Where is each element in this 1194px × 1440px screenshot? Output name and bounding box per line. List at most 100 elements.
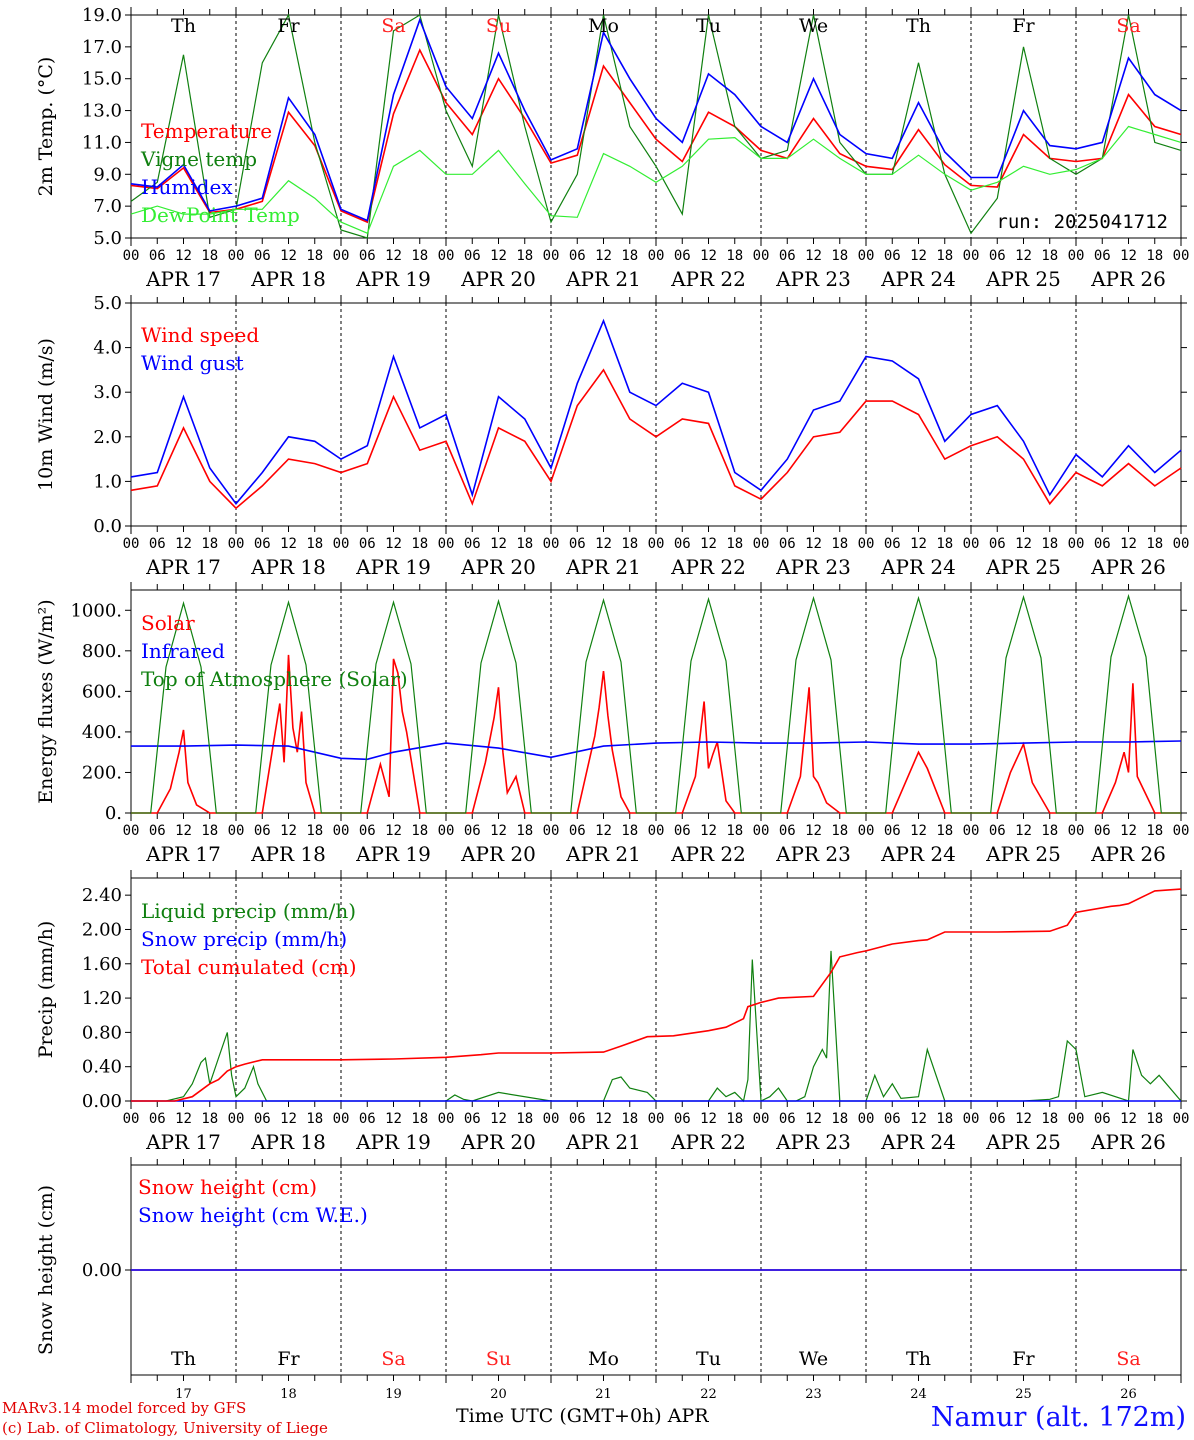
x-hour-label: 18 xyxy=(201,248,218,264)
x-hour-label: 18 xyxy=(1041,536,1058,552)
x-hour-label: 12 xyxy=(910,823,927,839)
x-hour-label: 18 xyxy=(201,823,218,839)
x-hour-label: 06 xyxy=(779,536,796,552)
y-tick-label: 3.0 xyxy=(93,382,122,403)
x-date-label: APR 25 xyxy=(985,267,1061,291)
x-hour-label: 00 xyxy=(228,536,245,552)
series-line-temperature xyxy=(130,48,1182,224)
weekday-label-bottom: Th xyxy=(906,1348,931,1370)
x-hour-label: 12 xyxy=(910,536,927,552)
y-tick-label: 1.0 xyxy=(93,471,122,492)
y-axis-label: 10m Wind (m/s) xyxy=(35,338,57,491)
x-hour-label: 18 xyxy=(1146,248,1163,264)
model-credit-line: MARv3.14 model forced by GFS xyxy=(2,1399,247,1417)
day-number-label: 22 xyxy=(700,1387,717,1402)
x-hour-label: 06 xyxy=(464,536,481,552)
x-date-label: APR 20 xyxy=(460,1130,536,1154)
x-date-label: APR 25 xyxy=(985,1130,1061,1154)
x-hour-label: 00 xyxy=(333,248,350,264)
y-tick-label: 1000. xyxy=(70,600,122,621)
y-tick-label: 800. xyxy=(82,641,122,662)
x-hour-label: 06 xyxy=(674,536,691,552)
weekday-label-top: Th xyxy=(906,15,931,37)
x-hour-label: 06 xyxy=(989,248,1006,264)
legend-entry: Wind gust xyxy=(141,351,244,375)
y-tick-label: 600. xyxy=(82,681,122,702)
weekday-label-top: Mo xyxy=(588,15,619,37)
x-date-label: APR 23 xyxy=(775,842,851,866)
x-hour-label: 12 xyxy=(490,823,507,839)
legend-entry: Temperature xyxy=(141,119,272,143)
y-tick-label: 0.00 xyxy=(82,1260,122,1281)
y-tick-label: 4.0 xyxy=(93,338,122,359)
x-hour-label: 12 xyxy=(910,248,927,264)
x-hour-label: 18 xyxy=(936,536,953,552)
x-hour-label: 18 xyxy=(1041,1111,1058,1127)
x-hour-label: 12 xyxy=(175,823,192,839)
x-date-label: APR 18 xyxy=(250,1130,326,1154)
y-tick-label: 17.0 xyxy=(82,37,122,58)
x-hour-label: 18 xyxy=(306,1111,323,1127)
x-hour-label: 12 xyxy=(700,823,717,839)
x-hour-label: 00 xyxy=(123,823,140,839)
x-hour-label: 18 xyxy=(306,536,323,552)
x-hour-label: 18 xyxy=(201,536,218,552)
x-hour-label: 18 xyxy=(936,248,953,264)
x-hour-label: 00 xyxy=(438,1111,455,1127)
x-hour-label: 00 xyxy=(123,536,140,552)
series-line-wind-gust xyxy=(130,318,1182,505)
x-hour-label: 00 xyxy=(333,823,350,839)
y-axis-label: 2m Temp. (°C) xyxy=(35,57,57,197)
x-hour-label: 06 xyxy=(674,823,691,839)
y-tick-label: 1.20 xyxy=(82,988,122,1009)
x-hour-label: 06 xyxy=(149,536,166,552)
x-date-label: APR 23 xyxy=(775,267,851,291)
x-hour-label: 12 xyxy=(700,1111,717,1127)
x-hour-label: 12 xyxy=(175,248,192,264)
series-line-infrared xyxy=(131,740,1182,761)
x-date-label: APR 21 xyxy=(565,555,641,579)
weekday-label-bottom: Fr xyxy=(1012,1348,1035,1370)
x-hour-label: 12 xyxy=(700,536,717,552)
y-tick-label: 15.0 xyxy=(82,69,122,90)
x-hour-label: 18 xyxy=(516,1111,533,1127)
x-hour-label: 06 xyxy=(254,248,271,264)
x-hour-label: 12 xyxy=(805,536,822,552)
series-line-top-of-atmosphere-solar- xyxy=(131,593,1181,814)
x-date-label: APR 18 xyxy=(250,555,326,579)
y-tick-label: 19.0 xyxy=(82,5,122,26)
day-number-label: 23 xyxy=(805,1387,822,1402)
x-hour-label: 06 xyxy=(359,823,376,839)
x-hour-label: 18 xyxy=(936,823,953,839)
y-axis-label: Energy fluxes (W/m²) xyxy=(35,599,57,803)
x-hour-label: 00 xyxy=(543,823,560,839)
day-number-label: 18 xyxy=(280,1387,297,1402)
x-hour-label: 00 xyxy=(963,1111,980,1127)
x-date-label: APR 19 xyxy=(355,842,431,866)
day-number-label: 20 xyxy=(490,1387,507,1402)
y-tick-label: 0.00 xyxy=(82,1091,122,1112)
x-hour-label: 06 xyxy=(674,1111,691,1127)
panel-frame xyxy=(130,589,1182,814)
x-hour-label: 00 xyxy=(963,823,980,839)
day-number-label: 19 xyxy=(385,1387,402,1402)
x-date-label: APR 22 xyxy=(670,267,746,291)
y-tick-label: 2.0 xyxy=(93,427,122,448)
x-date-label: APR 26 xyxy=(1090,267,1166,291)
x-hour-label: 00 xyxy=(858,248,875,264)
x-hour-label: 00 xyxy=(1068,1111,1085,1127)
run-label: run: 2025041712 xyxy=(996,211,1168,233)
x-date-label: APR 17 xyxy=(145,842,221,866)
x-hour-label: 18 xyxy=(621,536,638,552)
x-hour-label: 12 xyxy=(385,1111,402,1127)
x-hour-label: 06 xyxy=(1094,823,1111,839)
x-hour-label: 06 xyxy=(359,248,376,264)
x-hour-label: 06 xyxy=(779,823,796,839)
y-tick-label: 1.60 xyxy=(82,954,122,975)
x-hour-label: 18 xyxy=(516,536,533,552)
x-hour-label: 18 xyxy=(516,248,533,264)
legend-entry: Wind speed xyxy=(141,323,259,347)
x-hour-label: 00 xyxy=(228,1111,245,1127)
x-hour-label: 18 xyxy=(621,248,638,264)
x-date-label: APR 19 xyxy=(355,267,431,291)
